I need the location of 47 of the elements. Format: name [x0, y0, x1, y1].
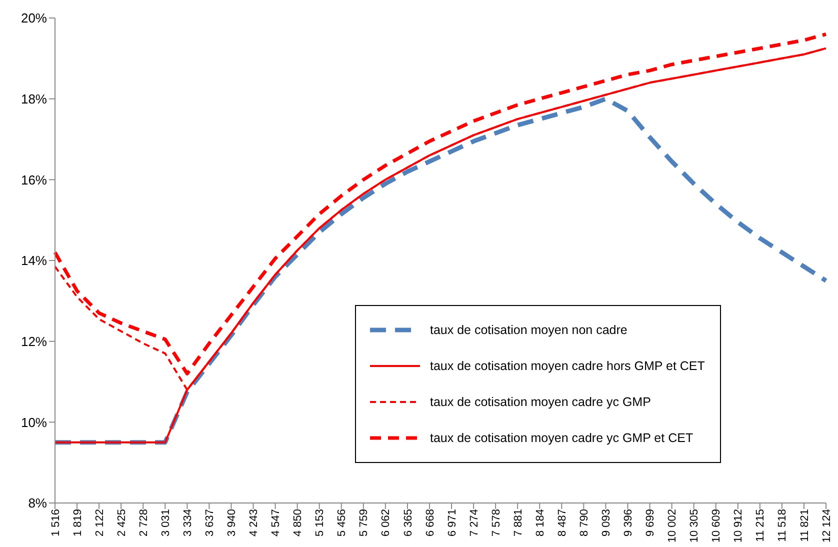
y-tick-label: 14% [20, 253, 48, 268]
y-tick-label: 8% [28, 496, 48, 511]
x-tick-label: 3 637 [204, 509, 216, 537]
x-tick-label: 6 971 [446, 509, 458, 537]
x-tick-label: 3 031 [160, 509, 172, 537]
x-tick-label: 11 518 [776, 509, 789, 542]
x-tick-label: 6 668 [424, 509, 436, 537]
x-tick-label: 10 912 [732, 509, 745, 543]
x-tick-label: 10 002 [666, 509, 679, 543]
x-tick-label: 4 547 [270, 509, 282, 537]
y-tick-label: 18% [20, 91, 48, 106]
x-tick-label: 4 243 [248, 509, 260, 537]
y-tick-label: 10% [20, 414, 48, 430]
x-tick-label: 1 516 [50, 509, 62, 537]
x-tick-label: 7 881 [512, 509, 524, 537]
x-tick-label: 6 365 [402, 509, 414, 537]
legend-label: taux de cotisation moyen non cadre [430, 323, 628, 337]
x-tick-label: 11 821 [798, 509, 811, 542]
x-tick-label: 10 305 [688, 509, 701, 543]
x-tick-label: 2 728 [138, 509, 150, 537]
x-tick-label: 1 819 [72, 509, 84, 537]
y-tick-label: 12% [20, 334, 48, 349]
x-tick-label: 8 487 [556, 509, 568, 537]
legend-label: taux de cotisation moyen cadre yc GMP [430, 395, 651, 409]
x-tick-label: 8 184 [534, 509, 546, 537]
x-tick-label: 4 850 [292, 509, 304, 537]
x-tick-label: 7 274 [468, 509, 480, 537]
y-tick-label: 20% [20, 10, 48, 26]
x-tick-label: 3 940 [226, 509, 238, 537]
x-tick-label: 8 790 [578, 509, 590, 537]
x-tick-label: 7 578 [490, 509, 502, 537]
legend-label: taux de cotisation moyen cadre yc GMP et CET [430, 431, 694, 445]
x-tick-label: 9 699 [644, 509, 657, 537]
x-tick-label: 9 396 [622, 509, 635, 537]
x-tick-label: 2 425 [116, 509, 128, 537]
x-tick-label: 2 122 [94, 509, 106, 537]
x-tick-label: 6 062 [380, 509, 392, 537]
x-tick-label: 5 153 [314, 509, 326, 537]
legend-label: taux de cotisation moyen cadre hors GMP et CET [430, 359, 705, 373]
x-tick-label: 10 609 [710, 509, 723, 543]
x-tick-label: 9 093 [600, 509, 613, 537]
x-tick-label: 5 456 [336, 509, 348, 537]
x-tick-label: 5 759 [358, 509, 370, 537]
x-tick-label: 11 215 [754, 509, 767, 542]
y-tick-label: 16% [20, 172, 48, 188]
x-tick-label: 12 124 [820, 509, 833, 543]
x-tick-label: 3 334 [182, 509, 194, 537]
